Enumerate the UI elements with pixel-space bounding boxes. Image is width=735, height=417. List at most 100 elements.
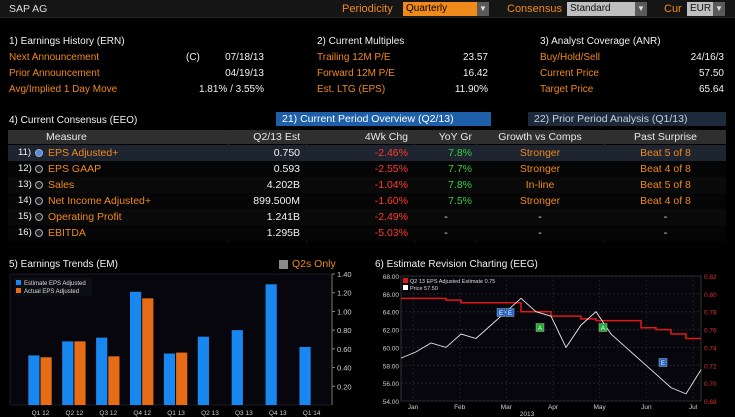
event-marker-label: E [661,361,665,367]
analyst-coverage-title[interactable]: 3) Analyst Coverage (ANR) [540,36,661,47]
measure-cell[interactable]: EBITDA [48,227,86,239]
actual-bar [74,341,86,405]
earnings-trends-title[interactable]: 5) Earnings Trends (EM) [9,259,118,270]
consensus-select[interactable]: Standard [567,2,635,16]
estimate-cell: 899.500M [253,195,300,207]
periodicity-label: Periodicity [342,3,393,15]
yoy-cell: 7.7% [448,163,472,175]
chevron-down-icon[interactable]: ▼ [713,2,725,16]
right-y-tick-label: 0.76 [704,328,717,335]
event-marker-label: E [499,311,503,317]
top-bar [0,0,735,18]
row-radio-icon[interactable] [35,229,43,237]
yoy-cell: 7.8% [448,147,472,159]
table-row[interactable] [8,161,726,177]
q2s-only-checkbox[interactable] [279,260,288,269]
yoy-cell: 7.5% [448,195,472,207]
prior-announcement-value: 04/19/13 [225,68,264,79]
measure-cell[interactable]: Sales [48,179,75,191]
change-cell: -2.46% [374,147,408,159]
change-cell: -5.03% [374,227,408,239]
estimate-cell: 1.241B [266,211,300,223]
table-row[interactable] [8,225,726,241]
right-y-tick-label: 0.72 [704,363,717,370]
x-tick-label: Mar [501,404,513,411]
year-label: 2013 [520,411,535,417]
right-y-tick-label: 0.74 [704,345,717,352]
measure-cell[interactable]: Operating Profit [48,211,122,223]
row-number: 11) [18,147,32,158]
x-tick-label: Jun [641,404,652,411]
row-number: 16) [18,227,32,238]
x-tick-label: Q1 12 [32,410,50,417]
estimate-cell: 1.295B [266,227,300,239]
y-tick-label: 0.60 [337,345,352,354]
left-y-tick-label: 64.00 [383,310,400,317]
current-price-label: Current Price [540,68,599,79]
row-radio-icon[interactable] [35,165,43,173]
header-est[interactable]: Q2/13 Est [253,131,300,143]
surprise-cell[interactable]: - [663,211,668,223]
surprise-cell[interactable]: - [663,227,668,239]
row-radio-icon[interactable] [35,213,43,221]
ticker-label: SAP AG [9,3,48,15]
row-radio-icon[interactable] [35,149,43,157]
revision-charting-title[interactable]: 6) Estimate Revision Charting (EEG) [375,259,538,270]
consensus-label: Consensus [507,3,563,15]
buy-hold-sell-label: Buy/Hold/Sell [540,52,601,63]
x-tick-label: Q1 13 [167,410,185,417]
header-4wk-chg[interactable]: 4Wk Chg [364,131,408,143]
chevron-down-icon[interactable]: ▼ [635,2,647,16]
buy-hold-sell-value: 24/16/3 [690,52,724,63]
row-radio-icon[interactable] [35,181,43,189]
table-row[interactable] [8,145,726,161]
surprise-cell[interactable]: Beat 4 of 8 [640,163,691,175]
left-y-tick-label: 62.00 [383,328,400,335]
measure-cell[interactable]: Net Income Adjusted+ [48,195,152,207]
measure-cell[interactable]: EPS Adjusted+ [48,147,119,159]
periodicity-select[interactable]: Quarterly [403,2,477,16]
event-marker-label: A [538,326,542,332]
x-tick-label: Apr [548,404,559,411]
left-y-tick-label: 60.00 [383,345,400,352]
est-ltg-value: 11.90% [454,84,488,95]
tab-prior-period[interactable]: 22) Prior Period Analysis (Q1/13) [528,112,726,126]
left-y-tick-label: 56.00 [383,381,400,388]
surprise-cell[interactable]: Beat 4 of 8 [640,195,691,207]
table-row[interactable] [8,209,726,225]
x-tick-label: Q4 13 [269,410,287,417]
legend-label: Estimate EPS Adjusted [24,281,86,287]
event-marker-label: E [508,311,512,317]
header-surprise[interactable]: Past Surprise [633,131,698,143]
growth-cell: - [538,211,542,223]
chevron-down-icon[interactable]: ▼ [477,2,489,16]
tab-current-period[interactable]: 21) Current Period Overview (Q2/13) [276,112,491,126]
table-row[interactable] [8,193,726,209]
q2s-only-label[interactable]: Q2s Only [292,258,336,270]
estimate-bar [96,337,108,405]
current-multiples-title[interactable]: 2) Current Multiples [317,36,405,47]
revision-chart: 68.00 66.00 64.00 62.00 60.00 58.00 56.00 54.00… [383,274,717,417]
event-marker [505,308,515,317]
surprise-cell[interactable]: Beat 5 of 8 [640,179,691,191]
header-growth[interactable]: Growth vs Comps [498,131,582,143]
estimate-bar [129,291,142,405]
legend-box [14,278,92,296]
row-radio-icon[interactable] [35,197,43,205]
header-yoy[interactable]: YoY Gr [438,131,472,143]
currency-select[interactable]: EUR [687,2,713,16]
estimate-cell: 0.750 [273,147,300,159]
y-tick-label: 1.00 [337,307,352,316]
actual-bar [176,352,188,405]
table-row[interactable] [8,177,726,193]
earnings-trends-chart: 1.40 1.20 1.00 0.80 0.60 0.40 0.20 Estimate EPS… [9,272,352,417]
left-y-tick-label: 66.00 [383,292,400,299]
measure-cell[interactable]: EPS GAAP [48,163,102,175]
earnings-history-title[interactable]: 1) Earnings History (ERN) [9,36,125,47]
actual-bar [108,356,120,405]
consensus-title[interactable]: 4) Current Consensus (EEO) [9,115,138,126]
legend-label: Price 57.50 [410,286,438,292]
header-measure[interactable]: Measure [46,131,87,143]
surprise-cell[interactable]: Beat 5 of 8 [640,147,691,159]
legend-label: Q2 13 EPS Adjusted Estimate 0.75 [410,279,495,285]
